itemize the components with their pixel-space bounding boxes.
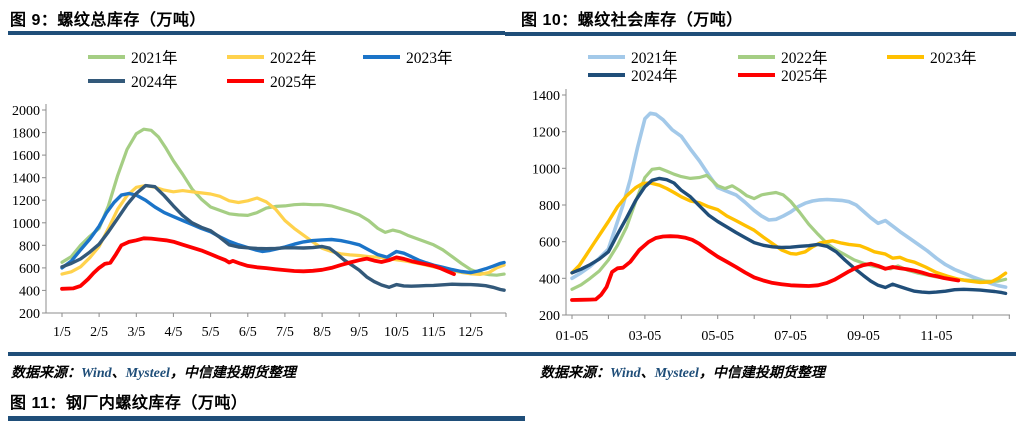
figure11-title: 图 11：钢厂内螺纹库存（万吨）: [10, 395, 248, 412]
x-tick-label: 4/5: [164, 325, 182, 340]
x-tick-label: 8/5: [313, 325, 331, 340]
legend-item-2023年: 2023年: [887, 46, 977, 68]
series-line-2024年: [60, 183, 506, 292]
source-note-separator: 、: [111, 366, 126, 381]
legend-swatch: [588, 55, 625, 59]
legend-item-2021年: 2021年: [588, 46, 678, 68]
x-tick-label: 03-05: [629, 329, 662, 344]
y-tick-label: 1800: [12, 127, 40, 142]
source-wind: Wind: [610, 366, 641, 381]
figure11-title-rule: [8, 416, 525, 421]
y-tick-label: 1200: [532, 126, 560, 141]
y-tick-label: 800: [539, 199, 560, 214]
legend-label: 2025年: [270, 74, 317, 91]
source-mysteel: Mysteel: [125, 366, 170, 381]
y-tick-label: 400: [539, 272, 560, 287]
legend-swatch: [738, 55, 775, 59]
x-tick-label: 05-05: [701, 329, 734, 344]
figure9-chart: 200 400 600 800 1000 1200 1400 1600 1800 2000 1/5 2…: [12, 104, 507, 340]
x-tick-label: 9/5: [350, 325, 368, 340]
series-line-2021年: [570, 111, 1008, 289]
legend-swatch: [88, 55, 125, 59]
legend-label: 2025年: [781, 68, 828, 85]
legend-label: 2024年: [631, 68, 678, 85]
x-tick-label: 6/5: [239, 325, 257, 340]
y-tick-label: 1000: [12, 217, 40, 232]
figure10-title-rule: [505, 32, 1016, 36]
x-tick-label: 11/5: [421, 325, 445, 340]
source-mysteel: Mysteel: [654, 366, 699, 381]
legend-label: 2024年: [131, 74, 178, 91]
legend-label: 2023年: [930, 50, 977, 67]
legend-item-2022年: 2022年: [227, 46, 317, 68]
source-note-suffix: ，中信建投期货整理: [169, 366, 296, 381]
y-tick-label: 1000: [532, 162, 560, 177]
legend-item-2025年: 2025年: [227, 70, 317, 92]
legend-swatch: [588, 73, 625, 77]
x-tick-label: 11-05: [920, 329, 952, 344]
y-tick-label: 600: [19, 262, 40, 277]
legend-label: 2023年: [406, 50, 453, 67]
figure10-chart: 200 400 600 800 1000 1200 1400 01-05 03-05 05-05 0…: [532, 89, 1010, 344]
series-line-2021年: [60, 127, 506, 277]
footer-separator-rule: [8, 352, 1016, 356]
series-line-2025年: [570, 234, 961, 302]
legend-label: 2021年: [131, 50, 178, 67]
x-tick-label: 3/5: [127, 325, 145, 340]
x-tick-label: 10/5: [384, 325, 409, 340]
y-tick-label: 600: [539, 236, 560, 251]
y-tick-label: 2000: [12, 104, 40, 119]
source-note-left: 数据来源：Wind、Mysteel，中信建投期货整理: [11, 362, 296, 382]
legend-item-2025年: 2025年: [738, 64, 828, 86]
legend-swatch: [363, 55, 400, 59]
y-tick-label: 200: [19, 307, 40, 322]
x-tick-label: 7/5: [276, 325, 294, 340]
y-tick-label: 1200: [12, 194, 40, 209]
figure10-title: 图 10：螺纹社会库存（万吨）: [521, 12, 743, 29]
x-tick-label: 2/5: [90, 325, 108, 340]
y-tick-label: 200: [539, 309, 560, 324]
legend-swatch: [227, 79, 264, 83]
legend-swatch: [738, 73, 775, 77]
x-tick-label: 12/5: [458, 325, 483, 340]
x-tick-label: 09-05: [847, 329, 880, 344]
legend-label: 2021年: [631, 50, 678, 67]
source-note-prefix: 数据来源：: [11, 366, 81, 381]
legend-item-2023年: 2023年: [363, 46, 453, 68]
source-note-separator: 、: [640, 366, 655, 381]
x-tick-label: 07-05: [774, 329, 807, 344]
legend-swatch: [227, 55, 264, 59]
legend-label: 2022年: [781, 50, 828, 67]
legend-item-2024年: 2024年: [88, 70, 178, 92]
y-tick-label: 400: [19, 284, 40, 299]
legend-swatch: [887, 55, 924, 59]
y-tick-label: 800: [19, 239, 40, 254]
source-wind: Wind: [81, 366, 112, 381]
source-note-right: 数据来源：Wind、Mysteel，中信建投期货整理: [540, 362, 825, 382]
legend-item-2022年: 2022年: [738, 46, 828, 68]
legend-swatch: [88, 79, 125, 83]
x-tick-label: 1/5: [53, 325, 71, 340]
x-tick-label: 01-05: [556, 329, 589, 344]
series-line-2025年: [60, 236, 456, 291]
legend-item-2021年: 2021年: [88, 46, 178, 68]
source-note-suffix: ，中信建投期货整理: [698, 366, 825, 381]
figure9-title-rule: [8, 31, 505, 35]
y-tick-label: 1400: [12, 172, 40, 187]
source-note-prefix: 数据来源：: [540, 366, 610, 381]
figure9-title: 图 9：螺纹总库存（万吨）: [10, 12, 206, 29]
series-line-2022年: [60, 183, 506, 276]
legend-item-2024年: 2024年: [588, 64, 678, 86]
series-line-2024年: [570, 176, 1008, 296]
y-tick-label: 1400: [532, 89, 560, 104]
series-line-2023年: [570, 181, 1008, 285]
y-tick-label: 1600: [12, 149, 40, 164]
legend-label: 2022年: [270, 50, 317, 67]
x-tick-label: 5/5: [202, 325, 220, 340]
